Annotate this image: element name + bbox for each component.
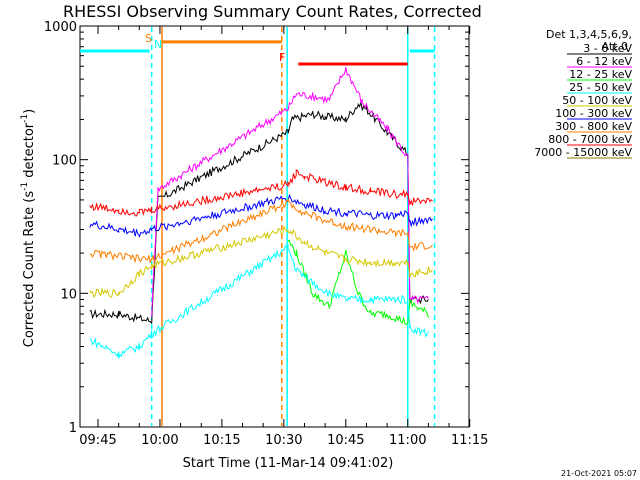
legend-header-line-2: Att 0: [602, 40, 628, 53]
series-line: [89, 193, 433, 238]
legend-label: 300 - 800 keV: [555, 120, 632, 133]
flag-label-S: S: [145, 32, 152, 45]
svg-text:Corrected Count Rate (s-1 dete: Corrected Count Rate (s-1 detector-1): [20, 109, 37, 347]
series-line: [89, 243, 429, 359]
flag-label-F: F: [279, 51, 285, 64]
series-line: [89, 169, 433, 217]
x-axis-label: Start Time (11-Mar-14 09:41:02): [183, 456, 394, 471]
legend-label: 50 - 100 keV: [562, 94, 632, 107]
y-axis-label: Corrected Count Rate (s-1 detector-1): [20, 109, 37, 347]
plot-frame: [79, 25, 470, 428]
plot-layer: S N F: [80, 27, 436, 426]
series-line: [151, 67, 429, 318]
chart-title: RHESSI Observing Summary Count Rates, Co…: [63, 2, 482, 21]
y-tick-label: 1000: [44, 20, 77, 35]
series-line: [287, 239, 429, 325]
legend-label: 3 - 6 keV: [583, 42, 632, 55]
footer-date: 21-Oct-2021 05:07: [561, 469, 637, 478]
legend-label: 100 - 300 keV: [555, 107, 632, 120]
legend-label: 6 - 12 keV: [576, 55, 632, 68]
y-tick-label: 1: [69, 421, 77, 436]
legend-label: 800 - 7000 keV: [548, 133, 632, 146]
legend-label: 7000 - 15000 keV: [534, 146, 632, 159]
x-tick-label: 11:15: [451, 433, 488, 448]
x-tick-label: 10:00: [141, 433, 178, 448]
y-tick-label: 10: [60, 287, 77, 302]
flag-label-N: N: [154, 38, 162, 51]
legend-label: 12 - 25 keV: [569, 68, 632, 81]
x-tick-label: 10:15: [203, 433, 240, 448]
x-tick-label: 11:00: [389, 433, 426, 448]
x-tick-label: 09:45: [79, 433, 116, 448]
y-tick-label: 100: [52, 154, 77, 169]
legend-label: 25 - 50 keV: [569, 81, 632, 94]
legend-header-line-1: Det 1,3,4,5,6,9,: [546, 28, 632, 41]
series-line: [89, 225, 433, 298]
x-tick-label: 10:30: [265, 433, 302, 448]
series-line: [89, 198, 433, 264]
x-tick-label: 10:45: [327, 433, 364, 448]
